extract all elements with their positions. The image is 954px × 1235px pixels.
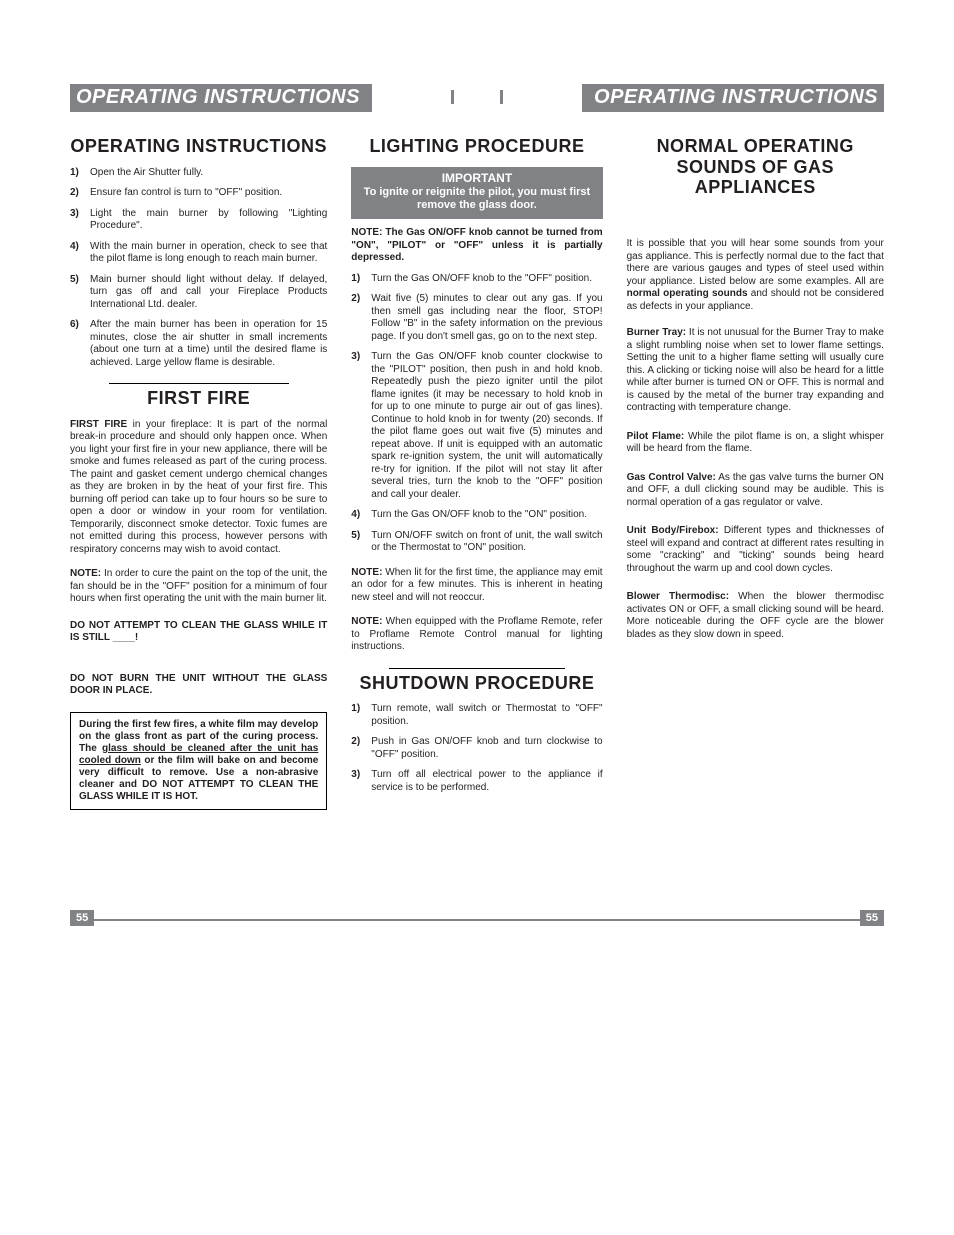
text: Light the main burner by following "Ligh… (90, 208, 327, 233)
col2-heading: LIGHTING PROCEDURE (351, 136, 602, 157)
num: 1) (351, 703, 371, 728)
list-item: 2)Wait five (5) minutes to clear out any… (351, 293, 602, 343)
note-text: In order to cure the paint on the top of… (70, 568, 327, 604)
text: Push in Gas ON/OFF knob and turn clockwi… (371, 736, 602, 761)
num: 1) (70, 167, 90, 180)
text: Turn the Gas ON/OFF knob to the "ON" pos… (371, 509, 602, 522)
col2-note2: NOTE: When lit for the first time, the a… (351, 567, 602, 605)
column-3: NORMAL OPERATING SOUNDS OF GAS APPLIANCE… (613, 128, 884, 810)
list-item: 4)With the main burner in operation, che… (70, 241, 327, 266)
text: Open the Air Shutter fully. (90, 167, 327, 180)
col1-boxed-note: During the first few fires, a white film… (70, 712, 327, 810)
divider (109, 383, 289, 384)
sound-item: Burner Tray: It is not unusual for the B… (627, 327, 884, 415)
firstfire-heading: FIRST FIRE (70, 388, 327, 409)
list-item: 5)Main burner should light without delay… (70, 274, 327, 312)
important-title: IMPORTANT (359, 171, 594, 186)
sound-label: Gas Control Valve: (627, 472, 716, 483)
text: After the main burner has been in operat… (90, 319, 327, 369)
num: 1) (351, 273, 371, 286)
sound-item: Gas Control Valve: As the gas valve turn… (627, 472, 884, 510)
num: 5) (70, 274, 90, 312)
num: 3) (70, 208, 90, 233)
important-box: IMPORTANT To ignite or reignite the pilo… (351, 167, 602, 220)
firstfire-label: FIRST FIRE (70, 419, 127, 430)
footer-line (70, 919, 884, 921)
num: 3) (351, 351, 371, 501)
sound-label: Unit Body/Firebox: (627, 525, 719, 536)
columns: OPERATING INSTRUCTIONS 1)Open the Air Sh… (70, 128, 884, 810)
sound-item: Pilot Flame: While the pilot flame is on… (627, 431, 884, 456)
lead-text-a: It is possible that you will hear some s… (627, 238, 884, 287)
text: Wait five (5) minutes to clear out any g… (371, 293, 602, 343)
text: Turn the Gas ON/OFF knob counter clockwi… (371, 351, 602, 501)
col2-shutdown-list: 1)Turn remote, wall switch or Thermostat… (351, 703, 602, 794)
col1-warn1: DO NOT ATTEMPT TO CLEAN THE GLASS WHILE … (70, 620, 327, 645)
banner-notch (451, 90, 503, 104)
text: Ensure fan control is turn to "OFF" posi… (90, 187, 327, 200)
sound-label: Pilot Flame: (627, 431, 685, 442)
important-body: To ignite or reignite the pilot, you mus… (364, 186, 591, 212)
list-item: 2)Push in Gas ON/OFF knob and turn clock… (351, 736, 602, 761)
col1-warn2: DO NOT BURN THE UNIT WITHOUT THE GLASS D… (70, 673, 327, 698)
col3-heading: NORMAL OPERATING SOUNDS OF GAS APPLIANCE… (627, 136, 884, 198)
banner-right: OPERATING INSTRUCTIONS (582, 84, 884, 112)
note-text: When lit for the first time, the applian… (351, 567, 602, 603)
sound-body: It is not unusual for the Burner Tray to… (627, 327, 884, 413)
list-item: 1)Turn remote, wall switch or Thermostat… (351, 703, 602, 728)
text: Turn off all electrical power to the app… (371, 769, 602, 794)
col3-lead: It is possible that you will hear some s… (627, 238, 884, 313)
text: Turn ON/OFF switch on front of unit, the… (371, 530, 602, 555)
sound-item: Blower Thermodisc: When the blower therm… (627, 591, 884, 641)
note-label: NOTE: (70, 568, 101, 579)
text: Turn the Gas ON/OFF knob to the "OFF" po… (371, 273, 602, 286)
text: Turn remote, wall switch or Thermostat t… (371, 703, 602, 728)
list-item: 3)Light the main burner by following "Li… (70, 208, 327, 233)
list-item: 2)Ensure fan control is turn to "OFF" po… (70, 187, 327, 200)
list-item: 1)Open the Air Shutter fully. (70, 167, 327, 180)
text: Main burner should light without delay. … (90, 274, 327, 312)
col2-knob-note: NOTE: The Gas ON/OFF knob cannot be turn… (351, 227, 602, 265)
num: 2) (351, 293, 371, 343)
banner-left: OPERATING INSTRUCTIONS (70, 84, 372, 112)
num: 2) (351, 736, 371, 761)
column-2: LIGHTING PROCEDURE IMPORTANT To ignite o… (341, 128, 612, 810)
shutdown-heading: SHUTDOWN PROCEDURE (351, 673, 602, 694)
num: 4) (70, 241, 90, 266)
sound-label: Burner Tray: (627, 327, 687, 338)
col1-operating-list: 1)Open the Air Shutter fully. 2)Ensure f… (70, 167, 327, 370)
list-item: 6)After the main burner has been in oper… (70, 319, 327, 369)
lead-bold: normal operating sounds (627, 288, 748, 299)
sound-label: Blower Thermodisc: (627, 591, 729, 602)
page-number-right: 55 (860, 910, 884, 926)
num: 4) (351, 509, 371, 522)
column-1: OPERATING INSTRUCTIONS 1)Open the Air Sh… (70, 128, 341, 810)
col2-lighting-list: 1)Turn the Gas ON/OFF knob to the "OFF" … (351, 273, 602, 555)
note-text: When equipped with the Proflame Remote, … (351, 616, 602, 652)
page-number-left: 55 (70, 910, 94, 926)
banner-row: OPERATING INSTRUCTIONS OPERATING INSTRUC… (70, 84, 884, 112)
firstfire-text: in your fireplace: It is part of the nor… (70, 419, 327, 555)
firstfire-body: FIRST FIRE in your fireplace: It is part… (70, 419, 327, 557)
page: OPERATING INSTRUCTIONS OPERATING INSTRUC… (0, 0, 954, 970)
note-label: NOTE: (351, 567, 382, 578)
num: 5) (351, 530, 371, 555)
num: 3) (351, 769, 371, 794)
list-item: 3)Turn off all electrical power to the a… (351, 769, 602, 794)
num: 2) (70, 187, 90, 200)
num: 6) (70, 319, 90, 369)
list-item: 5)Turn ON/OFF switch on front of unit, t… (351, 530, 602, 555)
list-item: 1)Turn the Gas ON/OFF knob to the "OFF" … (351, 273, 602, 286)
divider (389, 668, 565, 669)
footer: 55 55 (70, 910, 884, 930)
list-item: 3)Turn the Gas ON/OFF knob counter clock… (351, 351, 602, 501)
sound-item: Unit Body/Firebox: Different types and t… (627, 525, 884, 575)
text: With the main burner in operation, check… (90, 241, 327, 266)
col1-heading: OPERATING INSTRUCTIONS (70, 136, 327, 157)
note-label: NOTE: (351, 616, 382, 627)
col1-note: NOTE: In order to cure the paint on the … (70, 568, 327, 606)
col2-note3: NOTE: When equipped with the Proflame Re… (351, 616, 602, 654)
list-item: 4)Turn the Gas ON/OFF knob to the "ON" p… (351, 509, 602, 522)
